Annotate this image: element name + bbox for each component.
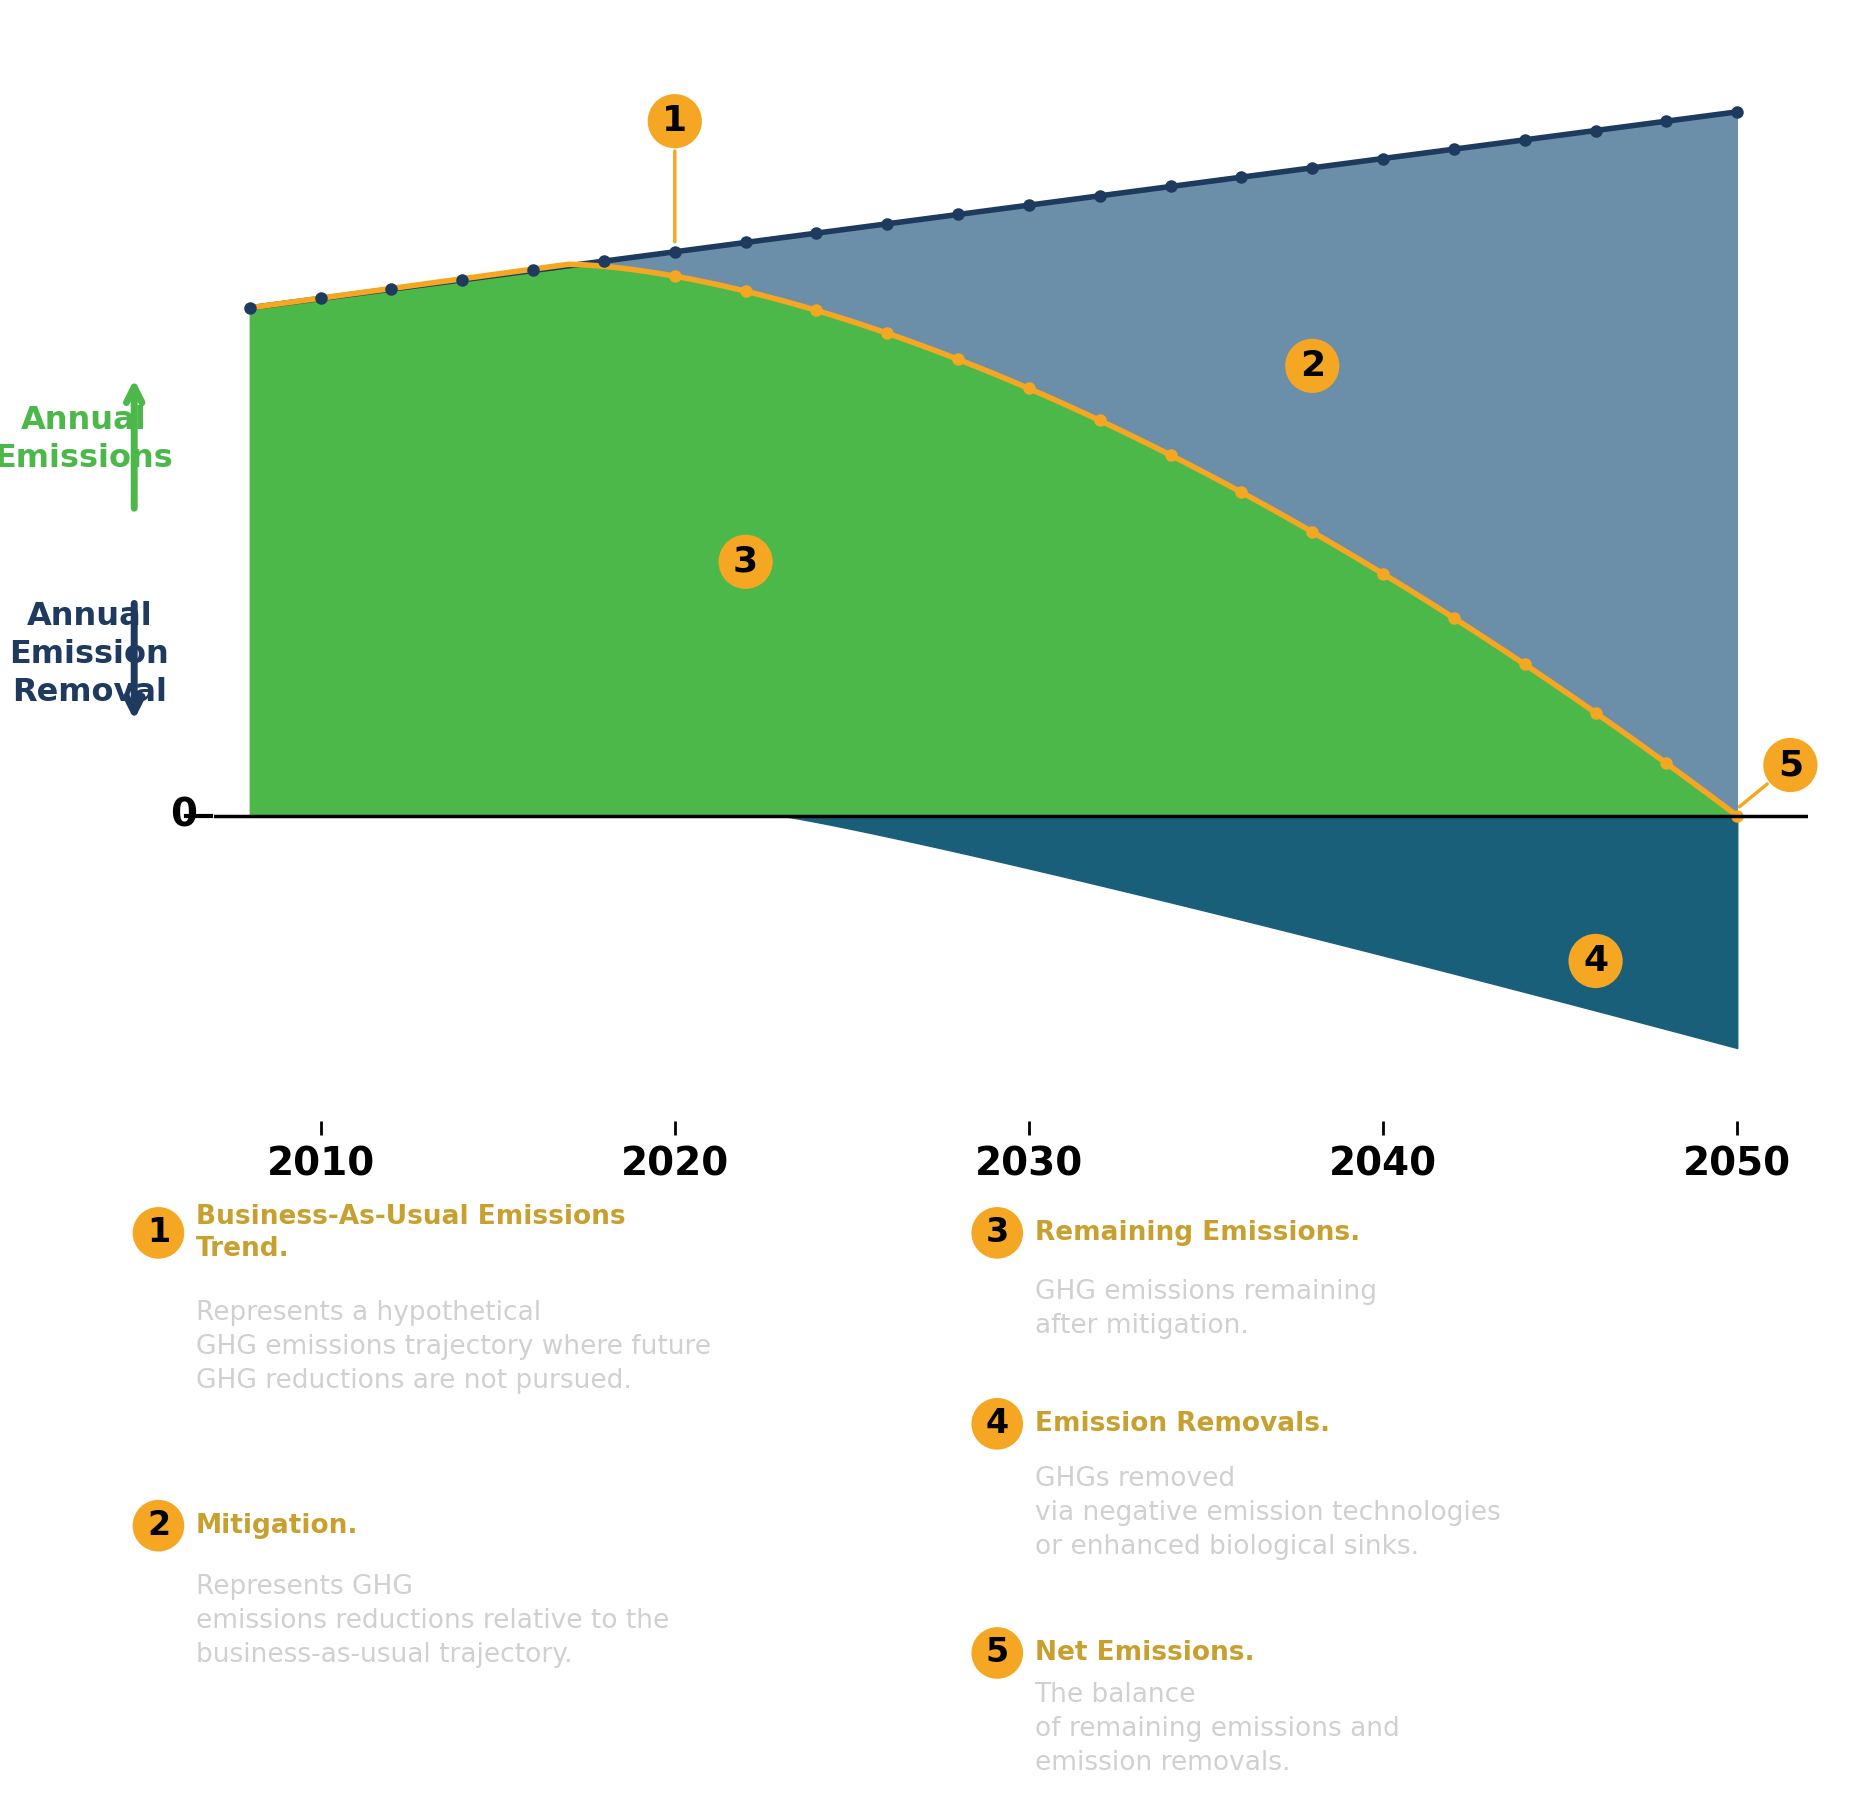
Text: 5: 5 [1739, 748, 1802, 807]
Text: Business-As-Usual Emissions
Trend.: Business-As-Usual Emissions Trend. [196, 1203, 624, 1262]
Text: Remaining Emissions.: Remaining Emissions. [1035, 1219, 1359, 1246]
Text: 4: 4 [986, 1408, 1008, 1440]
Text: 0: 0 [170, 796, 198, 836]
Text: 5: 5 [986, 1637, 1008, 1669]
Text: GHGs removed
via negative emission technologies
or enhanced biological sinks.: GHGs removed via negative emission techn… [1035, 1467, 1501, 1560]
Text: 2: 2 [1299, 350, 1325, 384]
Text: 4: 4 [1583, 943, 1609, 977]
Text: Annual
Emissions: Annual Emissions [0, 405, 173, 473]
Text: 2: 2 [147, 1510, 170, 1542]
Text: Represents a hypothetical
GHG emissions trajectory where future
GHG reductions a: Represents a hypothetical GHG emissions … [196, 1300, 710, 1395]
Text: 3: 3 [733, 545, 759, 579]
Text: Emission Removals.: Emission Removals. [1035, 1411, 1329, 1436]
Text: GHG emissions remaining
after mitigation.: GHG emissions remaining after mitigation… [1035, 1278, 1376, 1339]
Text: The balance
of remaining emissions and
emission removals.: The balance of remaining emissions and e… [1035, 1682, 1400, 1777]
Text: 1: 1 [147, 1216, 170, 1250]
Text: Represents GHG
emissions reductions relative to the
business-as-usual trajectory: Represents GHG emissions reductions rela… [196, 1574, 669, 1667]
Text: Net Emissions.: Net Emissions. [1035, 1641, 1254, 1666]
Text: 3: 3 [986, 1216, 1008, 1250]
Text: Annual
Emission
Removal: Annual Emission Removal [9, 601, 170, 708]
Text: Mitigation.: Mitigation. [196, 1513, 358, 1538]
Text: 1: 1 [662, 104, 688, 242]
